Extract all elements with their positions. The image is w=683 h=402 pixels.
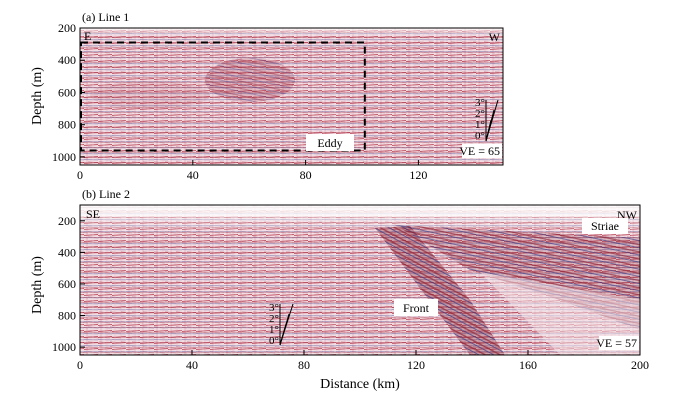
angle-label-0: 0°: [269, 335, 279, 347]
x-axis-label: Distance (km): [320, 377, 400, 392]
y-tick-label-line-1: 200: [58, 21, 76, 35]
x-tick-label-line-2: 200: [631, 358, 649, 372]
eddy-box: [80, 41, 366, 152]
angle-label-3: 3°: [475, 97, 485, 109]
y-tick-label-line-2: 600: [58, 277, 76, 291]
angle-label-2: 2°: [475, 108, 485, 120]
eddy-label-box: [306, 134, 354, 151]
seismic-image-line-2: [80, 205, 640, 355]
panel-title-line-1: (a) Line 1: [82, 10, 129, 24]
y-tick-label-line-1: 600: [58, 85, 76, 99]
x-tick-label-line-1: 40: [187, 168, 199, 182]
x-tick-label-line-2: 120: [407, 358, 425, 372]
x-tick-label-line-1: 0: [77, 168, 83, 182]
angle-scale-line-1: 3° 2° 1° 0°: [475, 97, 499, 142]
angle-label-1: 1°: [269, 324, 279, 336]
y-tick-label-line-2: 200: [58, 214, 76, 228]
y-tick-label-line-1: 400: [58, 53, 76, 67]
plot-frame-line-1: [79, 27, 504, 166]
y-tick-label-line-2: 1000: [52, 340, 76, 354]
x-tick-label-line-2: 80: [298, 358, 310, 372]
ticks-line-1: 0 40 80 120 200 400 600 800 1000: [52, 21, 427, 182]
angle-label-0: 0°: [475, 130, 485, 142]
ticks-line-2: 0 40 80 120 160 200 200 400 600 800 1000: [52, 214, 649, 372]
x-tick-label-line-2: 40: [186, 358, 198, 372]
front-label: Front: [403, 301, 430, 315]
ve-label-line-1: VE = 65: [459, 144, 500, 158]
angle-label-3: 3°: [269, 302, 279, 314]
angle-scale-line-2: 3° 2° 1° 0°: [269, 302, 294, 347]
y-tick-label-line-2: 400: [58, 245, 76, 259]
y-tick-label-line-1: 800: [58, 118, 76, 132]
ve-label-line-2: VE = 57: [596, 336, 637, 350]
panel-title-line-2: (b) Line 2: [82, 187, 130, 201]
ve-label-box-line-1: [462, 144, 502, 158]
x-tick-label-line-2: 160: [519, 358, 537, 372]
direction-label-left-line-2: SE: [86, 207, 100, 221]
x-tick-label-line-1: 120: [409, 168, 427, 182]
direction-label-left-line-1: E: [84, 29, 91, 43]
striae-label: Striae: [591, 219, 619, 233]
y-tick-label-line-2: 800: [58, 309, 76, 323]
y-axis-label-line-1: Depth (m): [30, 67, 45, 125]
y-tick-label-line-1: 1000: [52, 150, 76, 164]
direction-label-right-line-1: W: [489, 30, 501, 44]
angle-label-1: 1°: [475, 119, 485, 131]
seismic-image-line-1: [80, 28, 503, 165]
ve-label-box-line-2: [599, 336, 639, 350]
front-label-box: [394, 299, 438, 316]
striae-label-box: [582, 218, 628, 234]
x-tick-label-line-1: 80: [300, 168, 312, 182]
panel-line-2: 0 40 80 120 160 200 200 400 600 800 1000 (b) Line …: [30, 187, 649, 372]
y-axis-label-line-2: Depth (m): [30, 256, 45, 314]
x-tick-label-line-2: 0: [77, 358, 83, 372]
angle-label-2: 2°: [269, 313, 279, 325]
eddy-label: Eddy: [317, 136, 342, 150]
plot-frame-line-2: [79, 204, 641, 356]
